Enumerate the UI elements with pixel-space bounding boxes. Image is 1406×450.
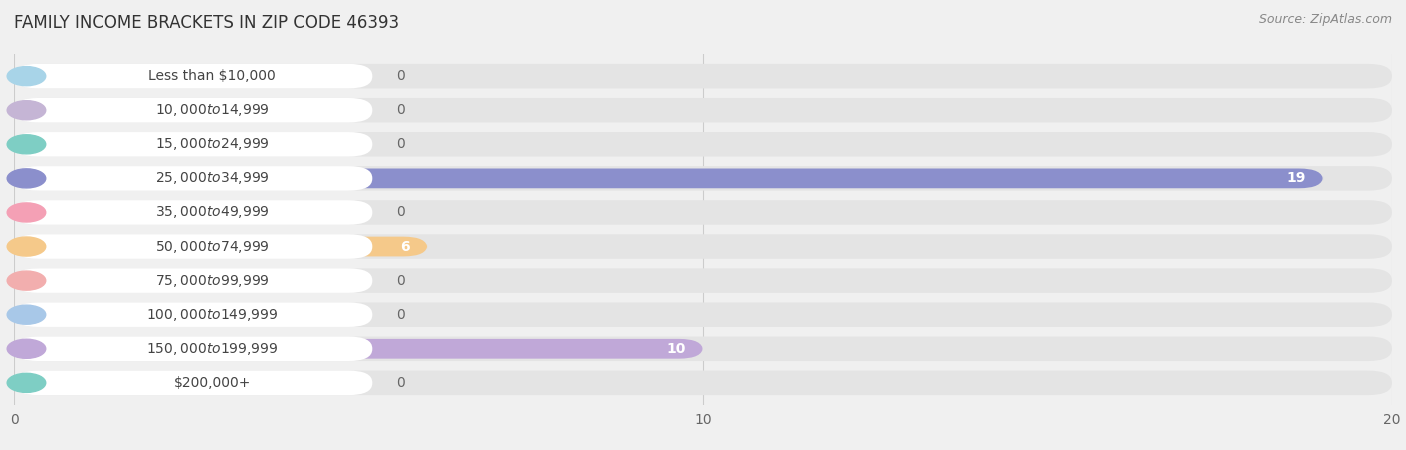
FancyBboxPatch shape	[14, 168, 1323, 188]
Circle shape	[7, 169, 46, 188]
FancyBboxPatch shape	[14, 302, 1392, 327]
Circle shape	[7, 305, 46, 324]
Text: 6: 6	[401, 239, 411, 253]
FancyBboxPatch shape	[14, 234, 1392, 259]
Text: 19: 19	[1286, 171, 1306, 185]
Text: $15,000 to $24,999: $15,000 to $24,999	[155, 136, 270, 152]
FancyBboxPatch shape	[14, 339, 703, 359]
FancyBboxPatch shape	[14, 64, 373, 88]
Text: FAMILY INCOME BRACKETS IN ZIP CODE 46393: FAMILY INCOME BRACKETS IN ZIP CODE 46393	[14, 14, 399, 32]
Text: 0: 0	[396, 206, 405, 220]
FancyBboxPatch shape	[14, 268, 373, 293]
FancyBboxPatch shape	[14, 132, 1392, 157]
FancyBboxPatch shape	[14, 268, 1392, 293]
FancyBboxPatch shape	[14, 305, 211, 324]
Text: $150,000 to $199,999: $150,000 to $199,999	[146, 341, 278, 357]
Circle shape	[7, 203, 46, 222]
Text: Source: ZipAtlas.com: Source: ZipAtlas.com	[1258, 14, 1392, 27]
Text: $75,000 to $99,999: $75,000 to $99,999	[155, 273, 270, 288]
FancyBboxPatch shape	[14, 302, 373, 327]
Circle shape	[7, 374, 46, 392]
FancyBboxPatch shape	[14, 132, 373, 157]
FancyBboxPatch shape	[14, 166, 1392, 191]
FancyBboxPatch shape	[14, 271, 211, 291]
Text: 0: 0	[396, 69, 405, 83]
Circle shape	[7, 339, 46, 358]
Text: $25,000 to $34,999: $25,000 to $34,999	[155, 171, 270, 186]
FancyBboxPatch shape	[14, 202, 211, 222]
Circle shape	[7, 237, 46, 256]
FancyBboxPatch shape	[14, 98, 373, 122]
Text: $100,000 to $149,999: $100,000 to $149,999	[146, 307, 278, 323]
FancyBboxPatch shape	[14, 66, 211, 86]
FancyBboxPatch shape	[14, 98, 1392, 122]
FancyBboxPatch shape	[14, 166, 373, 191]
FancyBboxPatch shape	[14, 371, 1392, 395]
Text: 0: 0	[396, 376, 405, 390]
FancyBboxPatch shape	[14, 200, 373, 225]
FancyBboxPatch shape	[14, 337, 373, 361]
Text: $35,000 to $49,999: $35,000 to $49,999	[155, 204, 270, 220]
Text: $10,000 to $14,999: $10,000 to $14,999	[155, 102, 270, 118]
Circle shape	[7, 135, 46, 154]
FancyBboxPatch shape	[14, 337, 1392, 361]
FancyBboxPatch shape	[14, 371, 373, 395]
Circle shape	[7, 271, 46, 290]
Text: 0: 0	[396, 274, 405, 288]
FancyBboxPatch shape	[14, 237, 427, 256]
Text: 0: 0	[396, 103, 405, 117]
FancyBboxPatch shape	[14, 200, 1392, 225]
FancyBboxPatch shape	[14, 373, 211, 393]
Text: 10: 10	[666, 342, 686, 356]
Text: 0: 0	[396, 137, 405, 151]
Text: Less than $10,000: Less than $10,000	[148, 69, 276, 83]
Circle shape	[7, 67, 46, 86]
Circle shape	[7, 101, 46, 120]
FancyBboxPatch shape	[14, 135, 211, 154]
Text: 0: 0	[396, 308, 405, 322]
FancyBboxPatch shape	[14, 64, 1392, 88]
FancyBboxPatch shape	[14, 234, 373, 259]
Text: $200,000+: $200,000+	[173, 376, 250, 390]
Text: $50,000 to $74,999: $50,000 to $74,999	[155, 238, 270, 255]
FancyBboxPatch shape	[14, 100, 211, 120]
